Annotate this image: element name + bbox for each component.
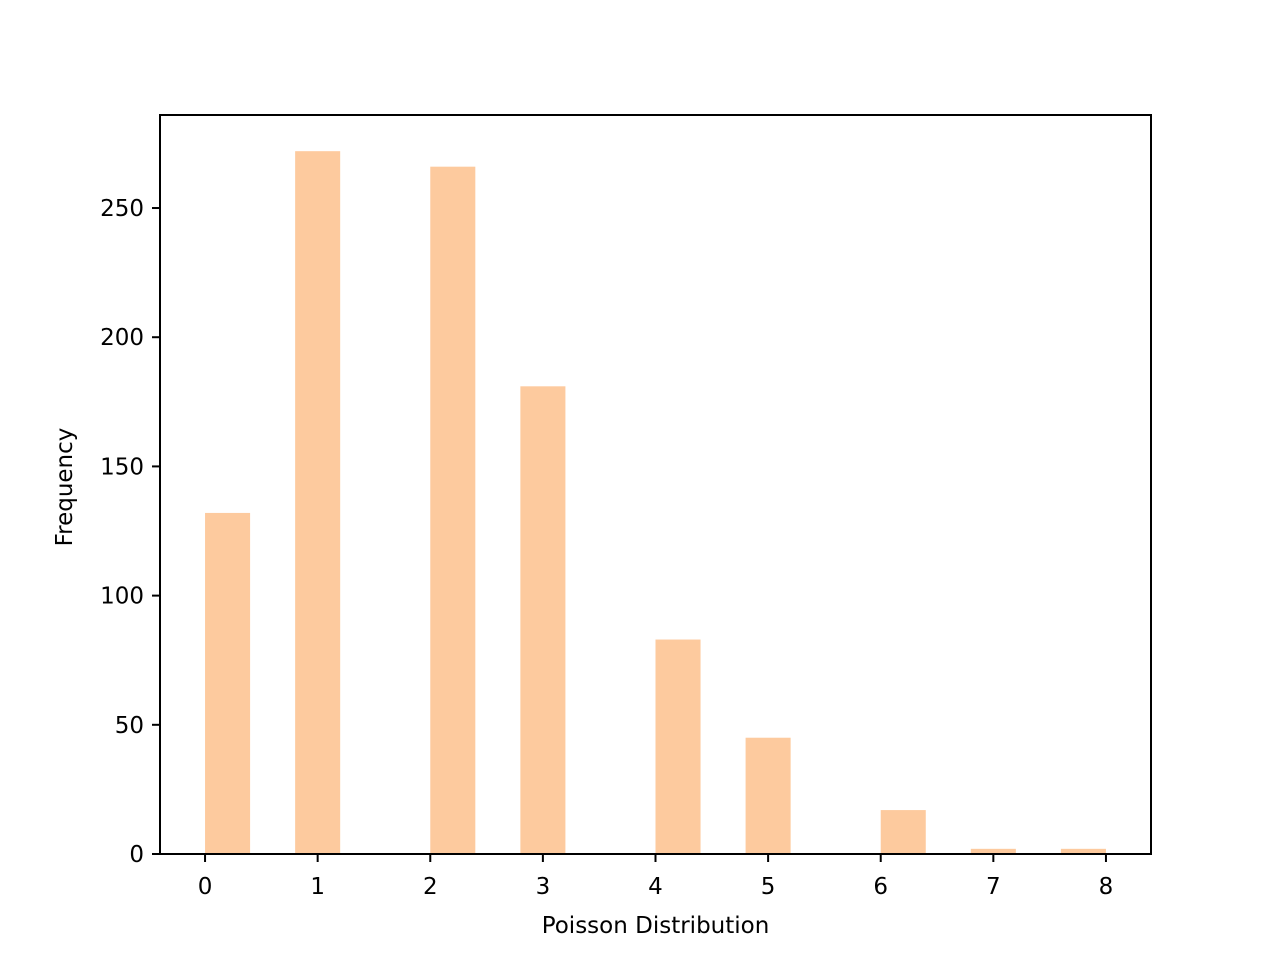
- histogram-bar: [520, 386, 566, 854]
- x-tick-label: 4: [648, 874, 663, 900]
- y-axis-ticks: 0 50 100 150 200 250: [100, 196, 160, 868]
- plot-frame: [159, 114, 1152, 855]
- histogram-bar: [1060, 848, 1106, 854]
- x-axis-ticks: 0 1 2 3 4 5 6 7 8: [198, 854, 1114, 900]
- histogram-bar: [880, 810, 926, 854]
- histogram-bar: [655, 639, 701, 854]
- x-tick-label: 1: [310, 874, 325, 900]
- x-axis-label: Poisson Distribution: [542, 913, 770, 939]
- y-tick-label: 100: [100, 584, 144, 610]
- x-tick-label: 3: [536, 874, 551, 900]
- histogram-bar: [745, 737, 791, 854]
- histogram-bar: [430, 166, 476, 854]
- histogram-bar: [295, 151, 341, 855]
- y-tick-label: 150: [100, 454, 144, 480]
- histogram-bar: [970, 848, 1016, 854]
- x-tick-label: 8: [1099, 874, 1114, 900]
- x-tick-label: 5: [761, 874, 776, 900]
- x-tick-label: 6: [873, 874, 888, 900]
- y-axis-label: Frequency: [52, 428, 78, 547]
- y-tick-label: 200: [100, 325, 144, 351]
- bars-group: [205, 151, 1106, 855]
- y-tick-label: 0: [129, 842, 144, 868]
- histogram-bar: [205, 512, 251, 854]
- x-tick-label: 2: [423, 874, 438, 900]
- y-tick-label: 50: [115, 713, 144, 739]
- y-tick-label: 250: [100, 196, 144, 222]
- x-tick-label: 7: [986, 874, 1001, 900]
- x-tick-label: 0: [198, 874, 213, 900]
